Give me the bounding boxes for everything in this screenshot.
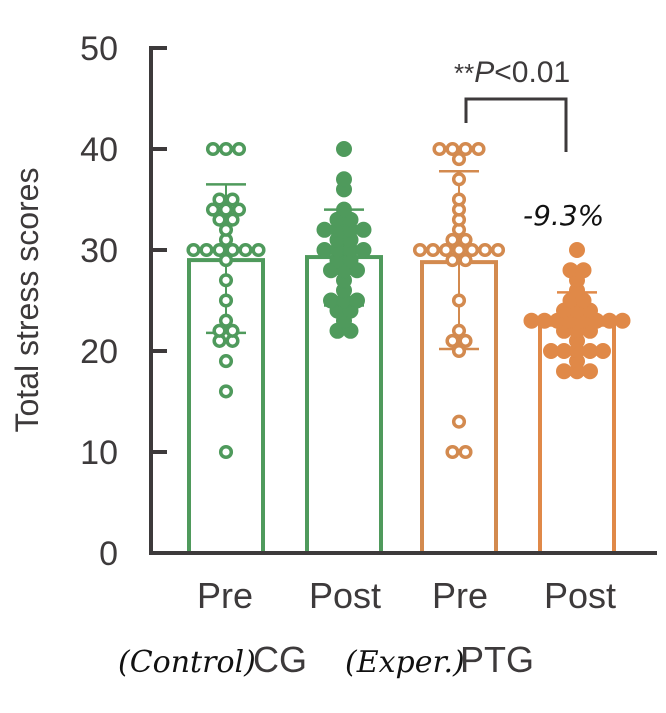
data-point: [458, 253, 473, 268]
significance-threshold: <0.01: [494, 56, 570, 89]
data-point: [451, 192, 467, 207]
y-tick-label: 20: [80, 333, 118, 371]
data-point: [212, 192, 227, 207]
data-point: [355, 221, 372, 238]
data-points: [186, 141, 631, 460]
data-point: [614, 312, 631, 329]
data-point: [458, 444, 473, 460]
data-point: [458, 333, 473, 348]
y-tick-label: 10: [80, 434, 118, 472]
significance-bracket: [464, 97, 568, 152]
data-point: [425, 242, 441, 258]
data-point: [238, 242, 253, 258]
significance-p: P: [474, 56, 494, 89]
data-point: [231, 141, 247, 157]
data-point: [218, 273, 234, 288]
data-point: [205, 141, 221, 157]
data-point: [218, 222, 234, 237]
data-point: [575, 262, 592, 279]
data-point: [212, 323, 227, 338]
y-axis-ticks: 0 10 20 30 40 50: [80, 30, 167, 573]
group-label-ptg: PTG: [460, 639, 534, 680]
data-point: [451, 242, 467, 258]
data-point: [445, 333, 460, 348]
y-tick-label: 30: [80, 232, 118, 270]
y-tick-label: 0: [99, 535, 118, 573]
data-point: [336, 141, 352, 157]
data-point: [445, 232, 460, 247]
data-point: [212, 212, 227, 227]
data-point: [451, 343, 467, 359]
data-point: [477, 242, 493, 258]
data-point: [451, 172, 467, 187]
data-point: [218, 141, 234, 157]
data-point: [336, 171, 352, 188]
y-tick-label: 40: [80, 131, 118, 169]
group-annotation-control: (Control): [118, 645, 256, 680]
data-point: [451, 152, 467, 167]
significance-label: **P<0.01: [454, 56, 570, 89]
data-point: [218, 293, 234, 308]
data-point: [451, 414, 467, 429]
data-point: [582, 363, 598, 380]
data-point: [458, 232, 473, 247]
data-point: [595, 343, 611, 359]
category-label-ptg-post: Post: [544, 575, 616, 616]
data-point: [445, 253, 460, 268]
data-point: [186, 242, 201, 258]
data-point: [445, 444, 460, 460]
data-point: [218, 253, 234, 268]
data-point: [251, 242, 266, 258]
group-annotation-exper: (Exper.): [345, 645, 465, 680]
category-label-cg-pre: Pre: [197, 575, 253, 616]
data-point: [432, 141, 447, 157]
data-point: [451, 293, 467, 308]
data-point: [569, 242, 585, 258]
data-point: [225, 192, 240, 207]
data-point: [225, 323, 240, 338]
data-point: [451, 323, 467, 338]
data-point: [412, 242, 428, 258]
data-point: [218, 202, 234, 217]
data-point: [218, 354, 234, 369]
data-point: [212, 242, 227, 258]
data-point: [458, 141, 473, 157]
y-axis-title: Total stress scores: [9, 168, 45, 433]
data-point: [355, 242, 372, 258]
data-point: [336, 201, 352, 218]
percent-change-label: -9.3%: [523, 199, 604, 232]
data-point: [205, 202, 221, 217]
data-point: [471, 141, 486, 157]
data-point: [218, 384, 234, 399]
data-point: [231, 202, 247, 217]
group-label-cg: CG: [253, 639, 307, 680]
y-tick-label: 50: [80, 30, 118, 68]
data-point: [445, 141, 460, 157]
data-point: [464, 242, 480, 258]
data-point: [199, 242, 214, 258]
data-point: [349, 292, 365, 309]
data-point: [225, 212, 240, 227]
significance-stars: **: [454, 58, 474, 88]
data-point: [438, 242, 454, 258]
data-point: [225, 242, 240, 258]
data-point: [490, 242, 506, 258]
data-point: [218, 313, 234, 328]
category-label-cg-post: Post: [309, 575, 381, 616]
data-point: [218, 444, 234, 460]
category-label-ptg-pre: Pre: [432, 575, 488, 616]
